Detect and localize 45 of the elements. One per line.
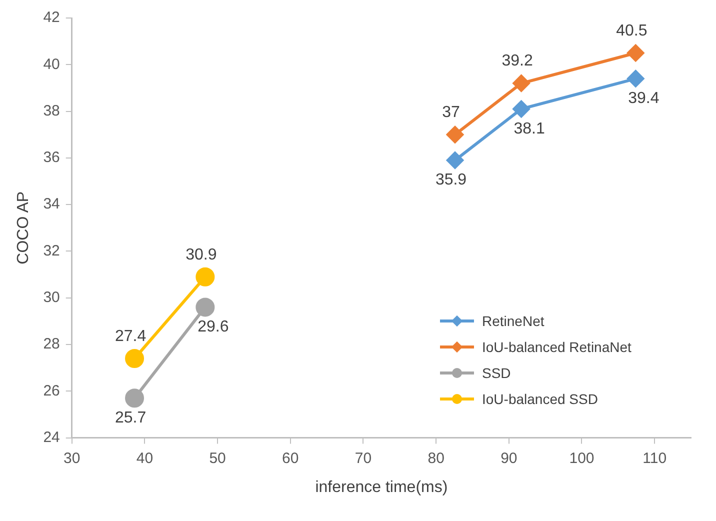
y-tick-label: 24 (43, 428, 60, 446)
point (627, 44, 644, 62)
data-label: 27.4 (114, 328, 146, 345)
data-label: 39.4 (628, 90, 660, 108)
legend-label: RetineNet (482, 313, 544, 329)
y-tick-label: 42 (43, 9, 60, 26)
data-label: 37 (442, 104, 460, 122)
point (446, 152, 464, 169)
point (125, 349, 144, 368)
y-tick-label: 38 (43, 102, 60, 120)
point (446, 126, 464, 144)
x-tick-label: 110 (642, 450, 667, 467)
legend-label: IoU-balanced RetinaNet (482, 339, 632, 355)
point (196, 267, 215, 286)
point (627, 70, 644, 88)
data-label: 39.2 (502, 52, 533, 70)
data-label: 35.9 (435, 172, 467, 189)
x-tick-label: 50 (209, 450, 226, 467)
y-tick-label: 34 (43, 196, 60, 213)
y-axis-title: COCO AP (15, 191, 32, 264)
data-label: 38.1 (514, 120, 545, 138)
x-tick-label: 70 (354, 450, 372, 467)
legend-label: IoU-balanced SSD (482, 391, 598, 407)
x-tick-label: 40 (136, 450, 154, 467)
point (125, 388, 144, 408)
y-tick-label: 30 (43, 289, 60, 306)
x-tick-label: 90 (500, 450, 518, 467)
y-tick-label: 36 (43, 149, 60, 166)
data-label: 29.6 (198, 318, 229, 336)
y-tick-label: 32 (43, 242, 60, 260)
x-tick-label: 30 (64, 450, 80, 467)
y-tick-label: 26 (43, 382, 60, 400)
x-tick-label: 60 (282, 450, 299, 467)
x-tick-label: 80 (428, 450, 444, 467)
y-tick-label: 28 (43, 336, 60, 353)
point (512, 74, 530, 92)
legend-label: SSD (482, 365, 511, 381)
point (512, 100, 530, 118)
x-axis-title: inference time(ms) (315, 478, 448, 496)
x-tick-label: 100 (569, 450, 594, 467)
y-tick-label: 40 (43, 56, 60, 73)
data-label: 40.5 (616, 22, 648, 40)
data-label: 30.9 (186, 246, 217, 264)
point (196, 298, 215, 317)
data-label: 25.7 (114, 410, 146, 427)
